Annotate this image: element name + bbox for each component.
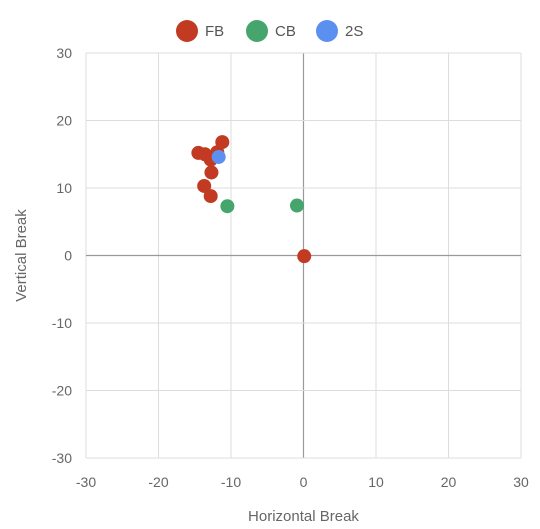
tick-labels: -30 -20 -10 0 10 20 30 -30 -20 -10 0 10 20 30 xyxy=(52,45,529,490)
data-point-fb[interactable] xyxy=(197,178,212,193)
data-point-cb[interactable] xyxy=(220,199,235,214)
data-point-fb[interactable] xyxy=(204,165,219,180)
axis-titles: Horizontal Break Vertical Break xyxy=(13,209,359,525)
legend-item-2s[interactable]: 2S xyxy=(316,20,363,42)
x-tick-label: 20 xyxy=(441,474,457,490)
y-tick-label: -10 xyxy=(52,315,72,331)
y-tick-label: 10 xyxy=(56,180,72,196)
grid-lines xyxy=(85,52,522,459)
legend: FB CB 2S xyxy=(176,20,363,42)
legend-label: CB xyxy=(275,23,296,40)
y-tick-label: 0 xyxy=(64,248,72,264)
x-tick-label: -30 xyxy=(76,474,96,490)
data-points xyxy=(191,135,312,264)
legend-swatch xyxy=(246,20,268,42)
x-axis-title: Horizontal Break xyxy=(248,508,359,525)
x-tick-label: -20 xyxy=(148,474,168,490)
y-tick-label: 30 xyxy=(56,45,72,61)
data-point-cb[interactable] xyxy=(289,198,304,213)
y-axis-title: Vertical Break xyxy=(13,209,30,302)
legend-label: FB xyxy=(205,23,224,40)
data-point-fb[interactable] xyxy=(297,249,312,264)
legend-item-cb[interactable]: CB xyxy=(246,20,296,42)
data-point-fb[interactable] xyxy=(215,135,230,150)
x-tick-label: 0 xyxy=(300,474,308,490)
legend-label: 2S xyxy=(345,23,363,40)
data-point-fb[interactable] xyxy=(203,189,218,204)
x-tick-label: -10 xyxy=(221,474,241,490)
y-tick-label: -20 xyxy=(52,383,72,399)
x-tick-label: 30 xyxy=(513,474,529,490)
legend-item-fb[interactable]: FB xyxy=(176,20,224,42)
data-point-2s[interactable] xyxy=(211,149,226,164)
legend-swatch xyxy=(176,20,198,42)
y-tick-label: 20 xyxy=(56,113,72,129)
legend-swatch xyxy=(316,20,338,42)
y-tick-label: -30 xyxy=(52,450,72,466)
x-tick-label: 10 xyxy=(368,474,384,490)
